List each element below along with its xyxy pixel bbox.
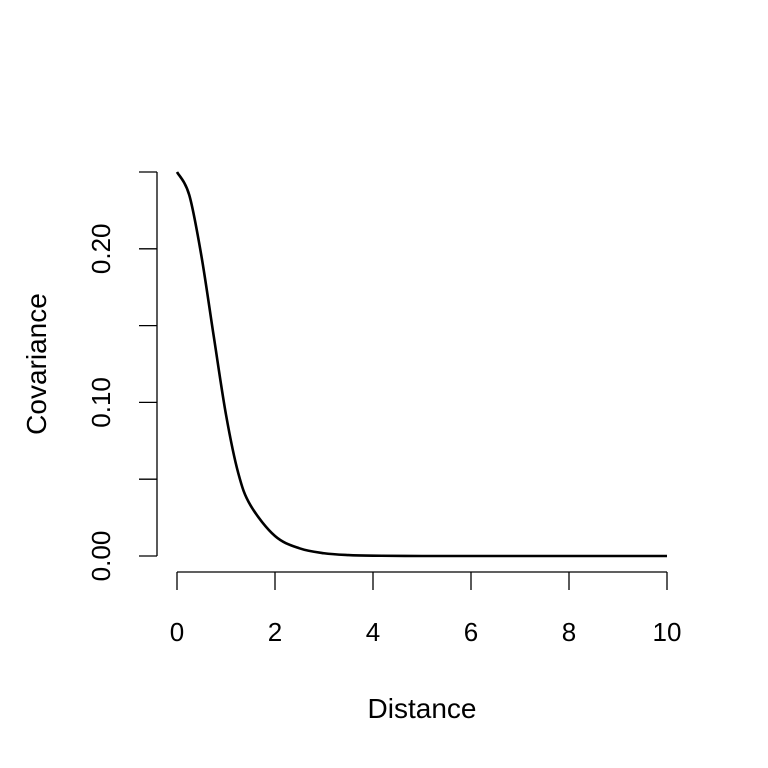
x-tick-label: 6 <box>464 617 478 647</box>
y-tick-label: 0.00 <box>86 531 116 582</box>
x-axis: 0 2 4 6 8 10 <box>170 571 682 647</box>
covariance-curve <box>175 171 667 558</box>
x-tick-label: 8 <box>562 617 576 647</box>
x-tick-label: 2 <box>268 617 282 647</box>
x-tick-label: 0 <box>170 617 184 647</box>
y-axis-label: Covariance <box>21 293 52 435</box>
x-tick-label: 4 <box>366 617 380 647</box>
x-axis-label: Distance <box>368 693 477 724</box>
y-tick-label: 0.10 <box>86 377 116 428</box>
y-tick-label: 0.20 <box>86 223 116 274</box>
y-axis: 0.00 0.10 0.20 <box>86 171 158 582</box>
x-tick-label: 10 <box>653 617 682 647</box>
